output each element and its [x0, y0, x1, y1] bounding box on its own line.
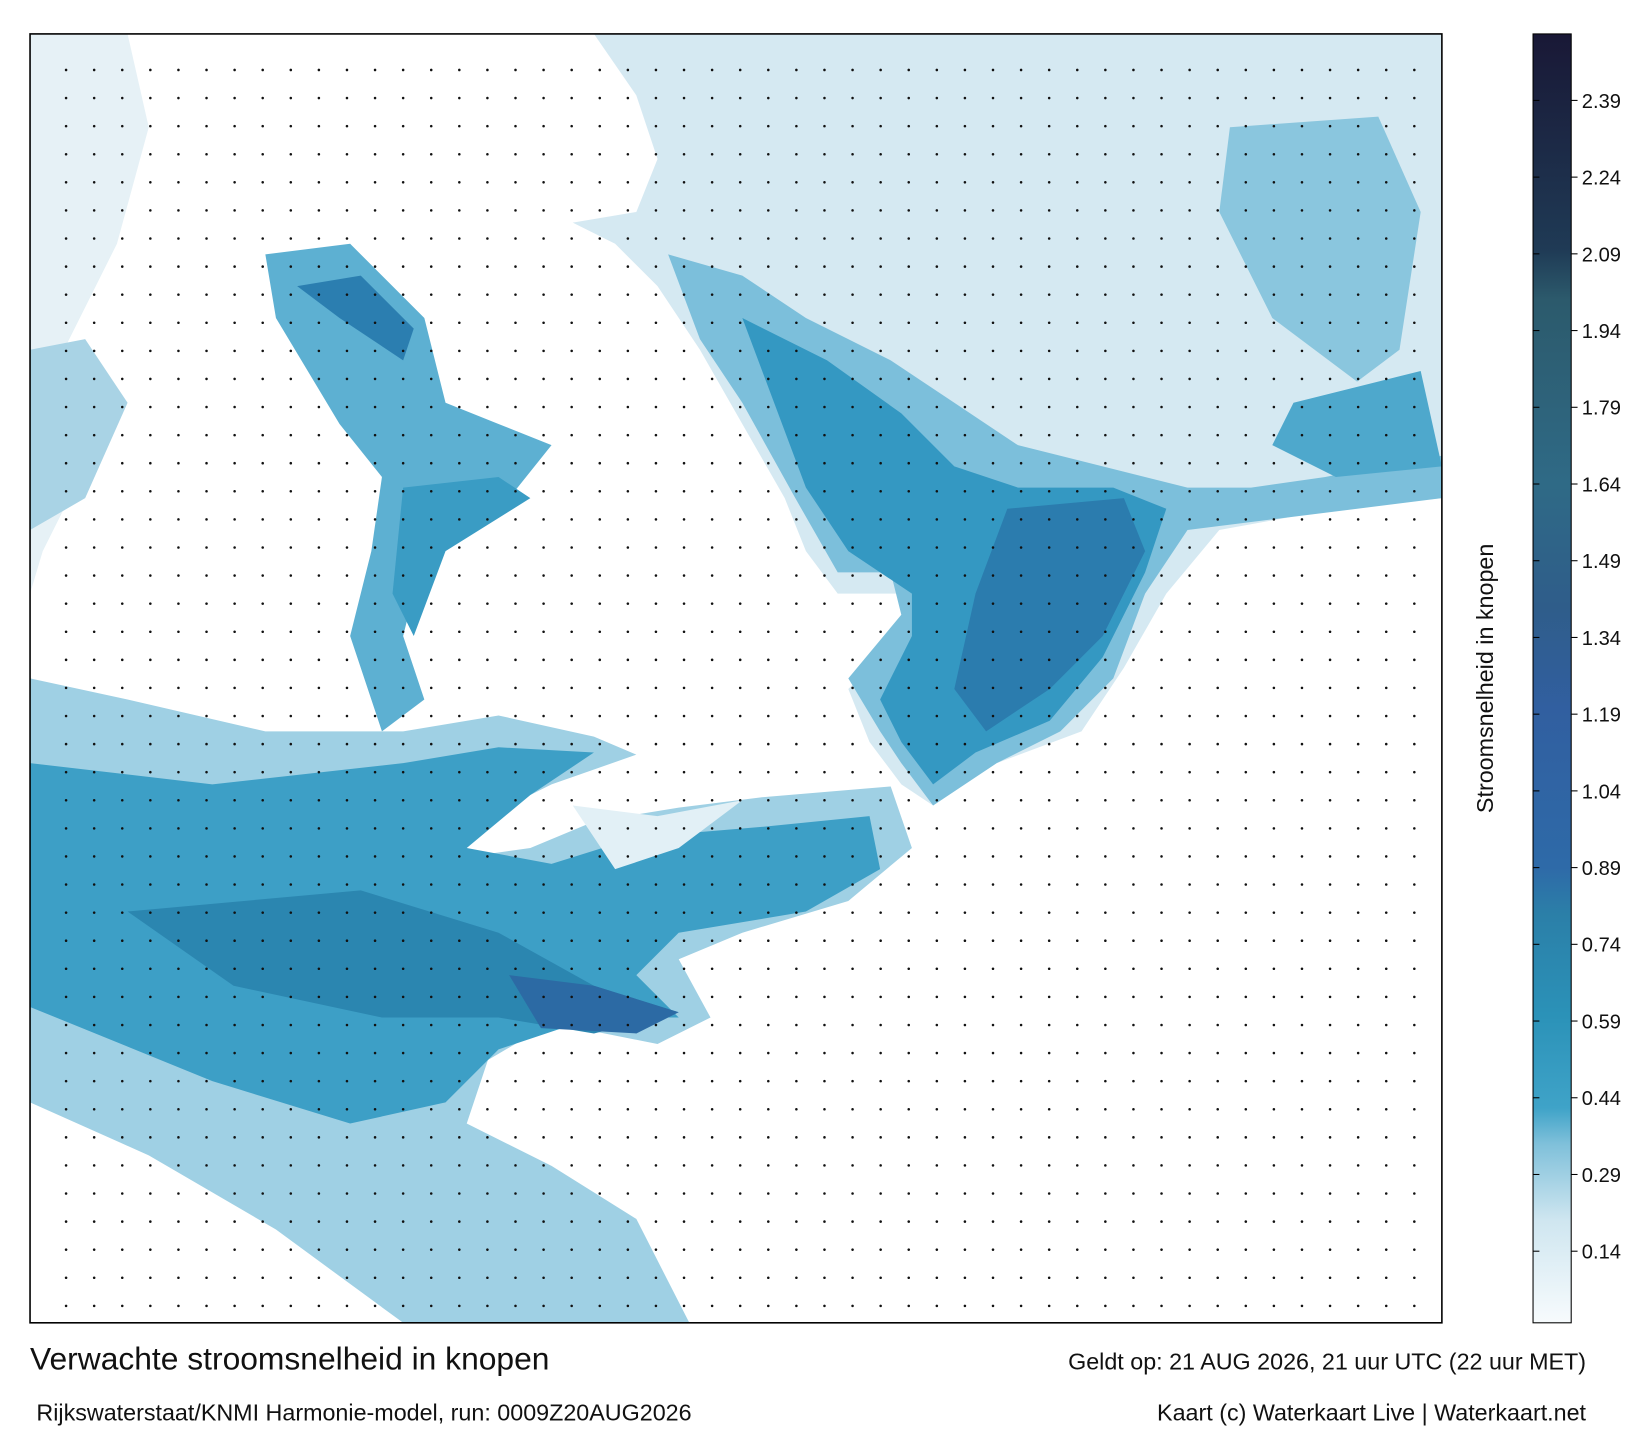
colorbar-tick-label: 0.14	[1582, 1242, 1621, 1264]
colorbar-tick-label: 1.94	[1582, 321, 1621, 343]
colorbar-tick-label: 0.74	[1582, 935, 1621, 957]
colorbar-tick-label: 2.39	[1582, 91, 1621, 113]
vector-grid	[64, 68, 1416, 1308]
colorbar-tick-label: 2.24	[1582, 168, 1621, 190]
colorbar-label: Stroomsnelheid in knopen	[1472, 544, 1498, 813]
colorbar-tick-label: 0.89	[1582, 858, 1621, 880]
colorbar-tick-label: 0.29	[1582, 1165, 1621, 1187]
colorbar	[1532, 33, 1572, 1324]
valid-time: Geldt op: 21 AUG 2026, 21 uur UTC (22 uu…	[1068, 1348, 1586, 1374]
colorbar-tick-label: 0.59	[1582, 1011, 1621, 1033]
colorbar-tick-label: 2.09	[1582, 244, 1621, 266]
credit: Kaart (c) Waterkaart Live | Waterkaart.n…	[1157, 1399, 1587, 1425]
colorbar-tick-label: 1.79	[1582, 398, 1621, 420]
colorbar-tick-label: 1.64	[1582, 474, 1621, 496]
colorbar-tick-label: 1.04	[1582, 781, 1621, 803]
colorbar-tick-label: 0.44	[1582, 1088, 1621, 1110]
map	[30, 33, 1442, 1323]
colorbar-tick-label: 1.34	[1582, 628, 1621, 650]
colorbar-tick-label: 1.19	[1582, 705, 1621, 727]
colorbar-tick-label: 1.49	[1582, 551, 1621, 573]
colorbar-ticks: 0.14 0.29 0.44 0.59 0.74 0.89 1.04 1.19 1.34 1.49…	[1533, 91, 1621, 1264]
title: Verwachte stroomsnelheid in knopen	[30, 1340, 549, 1376]
subtitle: Rijkswaterstaat/KNMI Harmonie-model, run…	[36, 1399, 691, 1425]
map-frame	[29, 33, 1443, 1324]
